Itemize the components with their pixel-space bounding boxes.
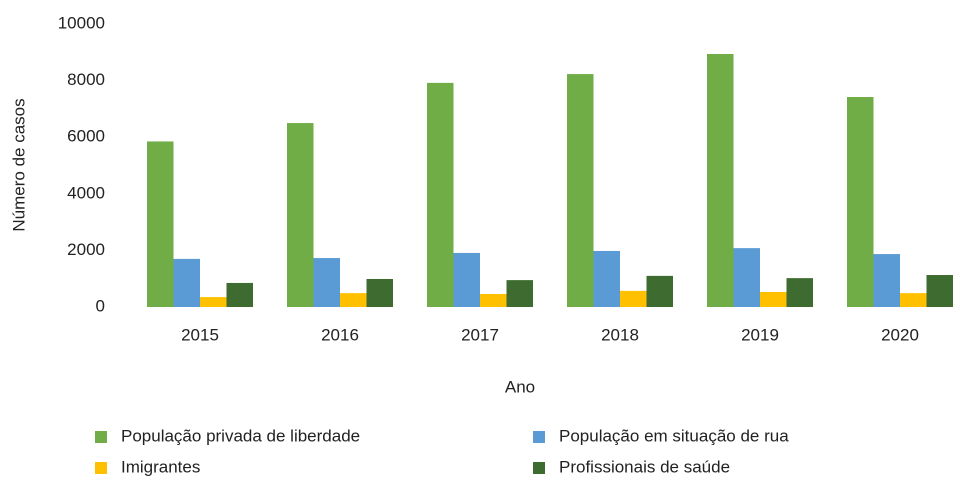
bar — [646, 275, 673, 307]
x-axis-label: Ano — [505, 377, 535, 396]
legend-swatch — [533, 462, 545, 474]
bar — [707, 53, 734, 307]
bar — [847, 97, 874, 307]
bar — [287, 123, 314, 307]
legend-label: Imigrantes — [121, 457, 200, 476]
bar — [620, 290, 647, 307]
bar — [926, 275, 953, 307]
y-axis-label: Número de casos — [9, 98, 28, 231]
x-tick-label: 2019 — [741, 325, 779, 344]
bar — [567, 74, 594, 307]
legend-swatch — [95, 462, 107, 474]
legend-label: Profissionais de saúde — [559, 457, 730, 476]
bar — [873, 254, 900, 307]
bar — [427, 82, 454, 307]
bar — [366, 278, 393, 307]
bar — [453, 252, 480, 307]
legend-swatch — [95, 431, 107, 443]
legend-swatch — [533, 431, 545, 443]
y-tick-label: 10000 — [58, 13, 105, 32]
legend-label: População em situação de rua — [559, 426, 789, 445]
bar — [147, 141, 174, 307]
x-tick-label: 2016 — [321, 325, 359, 344]
bar — [200, 297, 227, 307]
bar — [173, 258, 200, 307]
bar — [480, 293, 507, 307]
bar — [733, 248, 760, 307]
x-tick-label: 2020 — [881, 325, 919, 344]
bar — [760, 292, 787, 307]
y-tick-label: 6000 — [67, 127, 105, 146]
x-tick-label: 2018 — [601, 325, 639, 344]
bar — [593, 250, 620, 307]
bar — [506, 280, 533, 307]
x-tick-label: 2015 — [181, 325, 219, 344]
y-tick-label: 4000 — [67, 183, 105, 202]
bar — [786, 278, 813, 307]
y-tick-label: 0 — [96, 296, 105, 315]
bar — [226, 282, 253, 307]
legend-label: População privada de liberdade — [121, 426, 360, 445]
x-tick-label: 2017 — [461, 325, 499, 344]
bar — [340, 293, 367, 307]
bar — [900, 293, 927, 307]
y-tick-label: 2000 — [67, 240, 105, 259]
y-tick-label: 8000 — [67, 70, 105, 89]
bar — [313, 258, 340, 307]
